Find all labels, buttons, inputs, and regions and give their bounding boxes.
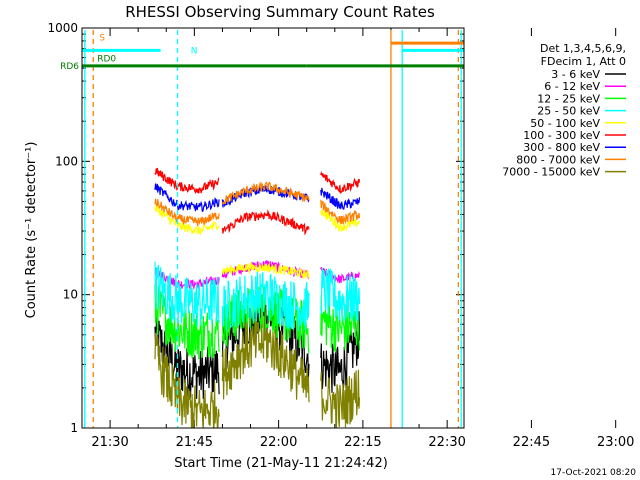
flag-bars: RD6 RD0 N S <box>60 33 464 72</box>
series-line-100-300keV <box>221 209 310 236</box>
x-tick-label: 21:30 <box>91 435 128 450</box>
series-line-7000-15000keV <box>320 369 361 429</box>
x-axis-tick-labels: 21:30 21:45 22:00 22:15 22:30 22:45 23:00 <box>81 28 634 450</box>
y-tick-label: 1000 <box>47 21 78 35</box>
legend-entry-label: 100 - 300 keV <box>523 129 600 142</box>
legend-entry-label: 3 - 6 keV <box>551 68 600 81</box>
y-axis-tick-labels: 1 10 100 1000 <box>47 21 464 435</box>
footer-timestamp: 17-Oct-2021 08:20 <box>551 468 637 478</box>
y-tick-label: 100 <box>55 154 78 168</box>
flag-label-N: N <box>191 46 198 56</box>
series-line-300-800keV <box>154 183 220 213</box>
series-lines <box>154 167 361 429</box>
series-line-100-300keV <box>320 170 361 195</box>
series-line-800-7000keV <box>221 181 310 205</box>
legend-header-line: FDecim 1, Att 0 <box>541 55 626 68</box>
x-tick-label: 22:45 <box>513 435 550 450</box>
x-tick-label: 21:45 <box>176 435 213 450</box>
series-line-7000-15000keV <box>154 332 220 429</box>
series-line-7000-15000keV <box>221 316 310 403</box>
series-line-6-12keV <box>154 267 220 291</box>
y-axis-label: Count Rate (s⁻¹ detector⁻¹) <box>24 142 39 319</box>
x-axis-label: Start Time (21-May-11 21:24:42) <box>174 456 388 471</box>
flag-label-S: S <box>99 33 105 43</box>
chart-title: RHESSI Observing Summary Count Rates <box>125 3 435 21</box>
flag-label-RD0: RD0 <box>97 55 116 65</box>
series-line-25-50keV <box>221 271 310 331</box>
series-line-800-7000keV <box>320 199 361 225</box>
legend-entry-label: 300 - 800 keV <box>523 141 600 154</box>
legend-entry-label: 7000 - 15000 keV <box>502 166 600 179</box>
plot-frame <box>81 27 465 429</box>
legend-entry-label: 6 - 12 keV <box>544 80 600 93</box>
legend-entry-label: 50 - 100 keV <box>530 117 600 130</box>
series-line-50-100keV <box>221 261 310 279</box>
y-tick-label: 1 <box>70 421 78 435</box>
series-line-100-300keV <box>154 167 220 195</box>
flag-label-RD6: RD6 <box>60 62 79 72</box>
series-line-25-50keV <box>320 267 361 322</box>
series-line-12-25keV <box>154 284 220 360</box>
legend-header-line: Det 1,3,4,5,6,9, <box>540 42 626 55</box>
y-tick-label: 10 <box>63 288 78 302</box>
x-tick-label: 22:00 <box>260 435 297 450</box>
legend: Det 1,3,4,5,6,9,FDecim 1, Att 03 - 6 keV… <box>502 42 626 179</box>
vertical-markers <box>84 30 462 428</box>
series-line-300-800keV <box>320 187 361 210</box>
series-line-3-6keV <box>320 311 361 393</box>
legend-entry-label: 800 - 7000 keV <box>516 153 600 166</box>
x-tick-label: 23:00 <box>597 435 634 450</box>
x-tick-label: 22:15 <box>344 435 381 450</box>
series-line-800-7000keV <box>154 198 220 227</box>
legend-entry-label: 12 - 25 keV <box>537 92 600 105</box>
x-tick-label: 22:30 <box>428 435 465 450</box>
series-line-50-100keV <box>154 203 220 235</box>
series-line-25-50keV <box>154 261 220 328</box>
series-line-50-100keV <box>320 209 361 232</box>
legend-entry-label: 25 - 50 keV <box>537 105 600 118</box>
